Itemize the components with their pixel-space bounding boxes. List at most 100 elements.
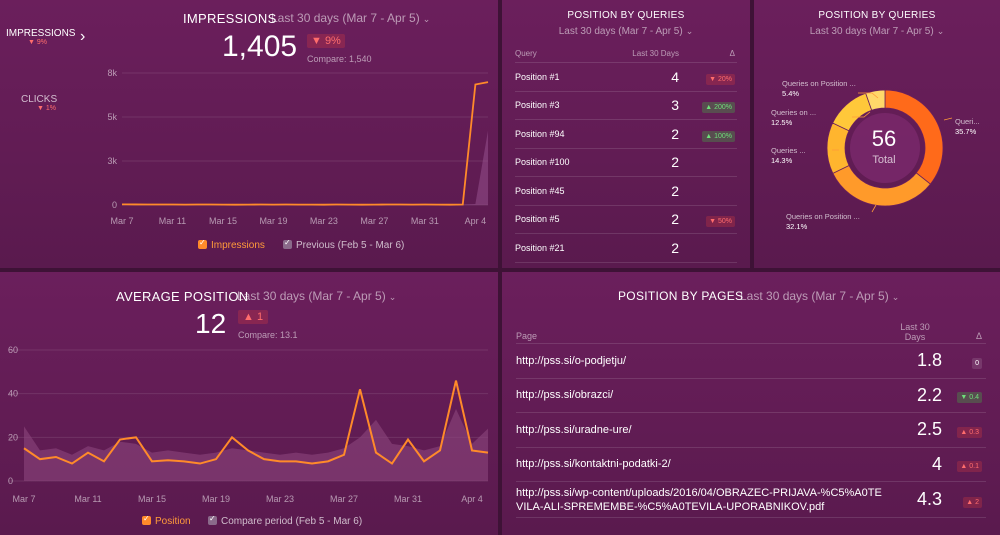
x-tick-label: Mar 27 xyxy=(330,494,358,504)
delta-cell: ▲ 0.3 xyxy=(942,421,982,439)
label-name: Queries on ... xyxy=(771,108,817,117)
impressions-line xyxy=(121,81,489,206)
queries-table: Query Last 30 Days Δ Position #1 4 ▼ 20% Po… xyxy=(515,45,737,263)
average-position-panel: AVERAGE POSITION Last 30 days (Mar 7 - A… xyxy=(0,272,498,535)
table-row[interactable]: Position #5 2 ▼ 50% xyxy=(515,206,737,234)
page-link[interactable]: http://pss.si/o-podjetju/ xyxy=(516,354,627,367)
value-cell: 4.3 xyxy=(916,489,942,509)
date-range-select[interactable]: Last 30 days (Mar 7 - Apr 5) ⌄ xyxy=(271,11,430,25)
chevron-down-icon: ⌄ xyxy=(936,26,945,36)
donut-slice[interactable] xyxy=(826,122,850,174)
panel-title: POSITION BY PAGES xyxy=(618,289,744,303)
leader-line xyxy=(871,204,877,213)
donut-chart xyxy=(826,89,953,213)
side-metric-delta: ▼ 1% xyxy=(37,105,56,112)
x-tick-label: Mar 11 xyxy=(159,216,186,226)
query-cell: Position #94 xyxy=(515,128,565,139)
value-cell: 2.5 xyxy=(916,419,942,440)
checkbox-icon xyxy=(142,514,151,525)
y-tick-label: 40 xyxy=(8,389,18,399)
table-row[interactable]: http://pss.si/o-podjetju/1.8 0 xyxy=(516,344,986,379)
x-tick-label: Mar 31 xyxy=(411,216,439,226)
leader-line xyxy=(858,92,879,99)
metric-value: 12 xyxy=(195,308,227,339)
legend-previous[interactable]: Previous (Feb 5 - Mar 6) xyxy=(283,238,404,251)
side-metric-label: IMPRESSIONS xyxy=(6,28,76,39)
chevron-down-icon: ⌄ xyxy=(891,292,900,302)
page-link[interactable]: http://pss.si/wp-content/uploads/2016/04… xyxy=(516,486,882,513)
date-range-select[interactable]: Last 30 days (Mar 7 - Apr 5) ⌄ xyxy=(740,289,899,303)
side-metric-clicks[interactable]: CLICKS ▼ 1% xyxy=(21,94,57,112)
page-link[interactable]: http://pss.si/uradne-ure/ xyxy=(516,423,632,436)
date-range-select[interactable]: Last 30 days (Mar 7 - Apr 5) ⌄ xyxy=(502,26,750,37)
delta-badge: ▼ 20% xyxy=(706,73,735,85)
date-range-label: Last 30 days (Mar 7 - Apr 5) xyxy=(740,289,889,303)
date-range-label: Last 30 days (Mar 7 - Apr 5) xyxy=(558,26,683,37)
y-tick-label: 20 xyxy=(8,432,18,442)
donut-label-c: Queries ... 14.3% xyxy=(771,146,806,166)
table-row[interactable]: http://pss.si/wp-content/uploads/2016/04… xyxy=(516,482,986,518)
legend-impressions[interactable]: Impressions xyxy=(198,238,265,251)
table-row[interactable]: http://pss.si/uradne-ure/2.5 ▲ 0.3 xyxy=(516,413,986,448)
x-tick-label: Mar 31 xyxy=(394,494,422,504)
table-row[interactable]: Position #94 2 ▲ 100% xyxy=(515,120,737,149)
table-header: Page Last 30 Days Δ xyxy=(516,320,986,344)
donut-label-e: Queri... 35.7% xyxy=(955,117,980,137)
delta-badge: ▲ 2 xyxy=(963,496,982,508)
page-link[interactable]: http://pss.si/kontaktni-podatki-2/ xyxy=(516,458,671,471)
page-link[interactable]: http://pss.si/obrazci/ xyxy=(516,389,614,402)
value-cell: 2 xyxy=(671,125,679,142)
x-tick-label: Mar 15 xyxy=(138,494,166,504)
label-pct: 32.1% xyxy=(786,222,808,231)
date-range-label: Last 30 days (Mar 7 - Apr 5) xyxy=(809,26,934,37)
donut-total: 56 xyxy=(871,126,897,151)
header-last-30: Last 30 Days xyxy=(900,321,930,342)
label-name: Queri... xyxy=(955,117,980,126)
x-tick-label: Apr 4 xyxy=(461,494,483,504)
query-cell: Position #3 xyxy=(515,100,560,111)
header-query: Query xyxy=(515,49,537,58)
table-row[interactable]: Position #100 2 xyxy=(515,149,737,177)
header-last-30: Last 30 Days xyxy=(632,49,679,58)
query-cell: Position #1 xyxy=(515,71,560,82)
table-row[interactable]: Position #3 3 ▲ 200% xyxy=(515,92,737,120)
delta-badge: ▼ 0.4 xyxy=(957,392,982,404)
side-metric-impressions[interactable]: IMPRESSIONS ▼ 9% xyxy=(6,28,75,46)
x-tick-label: Mar 15 xyxy=(209,216,237,226)
compare-text: Compare: 13.1 xyxy=(238,330,298,340)
donut-slice[interactable] xyxy=(865,89,886,111)
table-row[interactable]: http://pss.si/kontaktni-podatki-2/4 ▲ 0.1 xyxy=(516,448,986,482)
table-row[interactable]: http://pss.si/obrazci/2.2 ▼ 0.4 xyxy=(516,379,986,413)
value-cell: 1.8 xyxy=(916,350,942,371)
donut-label-b: Queries on ... 12.5% xyxy=(771,108,816,128)
donut-label-a: Queries on Position ... 5.4% xyxy=(782,79,856,99)
label-pct: 35.7% xyxy=(955,127,977,136)
delta-badge: ▲ 100% xyxy=(702,130,735,142)
table-row[interactable]: Position #1 4 ▼ 20% xyxy=(515,63,737,92)
metric-value: 1,405 xyxy=(222,30,298,63)
chevron-right-icon[interactable]: › xyxy=(80,28,86,45)
legend-compare[interactable]: Compare period (Feb 5 - Mar 6) xyxy=(208,514,362,527)
header-delta: Δ xyxy=(729,49,735,58)
leader-line xyxy=(943,117,953,121)
delta-cell: ▼ 0.4 xyxy=(942,386,982,404)
y-tick-label: 0 xyxy=(8,476,13,486)
header-page: Page xyxy=(516,331,538,341)
panel-title: IMPRESSIONS xyxy=(183,11,277,26)
label-name: Queries on Position ... xyxy=(782,79,856,88)
delta-cell: 0 xyxy=(942,352,982,370)
y-tick-label: 60 xyxy=(8,345,18,355)
legend-position[interactable]: Position xyxy=(142,514,191,527)
chevron-down-icon: ⌄ xyxy=(685,26,694,36)
date-range-select[interactable]: Last 30 days (Mar 7 - Apr 5) ⌄ xyxy=(237,289,396,303)
y-tick-label: 5k xyxy=(107,112,117,122)
position-line xyxy=(23,380,489,465)
chevron-down-icon: ⌄ xyxy=(388,292,397,302)
table-row[interactable]: Position #21 2 xyxy=(515,234,737,263)
date-range-select[interactable]: Last 30 days (Mar 7 - Apr 5) ⌄ xyxy=(754,26,1000,37)
chevron-down-icon: ⌄ xyxy=(422,14,431,24)
value-cell: 2 xyxy=(671,154,679,171)
table-row[interactable]: Position #45 2 xyxy=(515,177,737,206)
x-tick-label: Mar 19 xyxy=(202,494,230,504)
legend-label: Position xyxy=(155,516,191,527)
